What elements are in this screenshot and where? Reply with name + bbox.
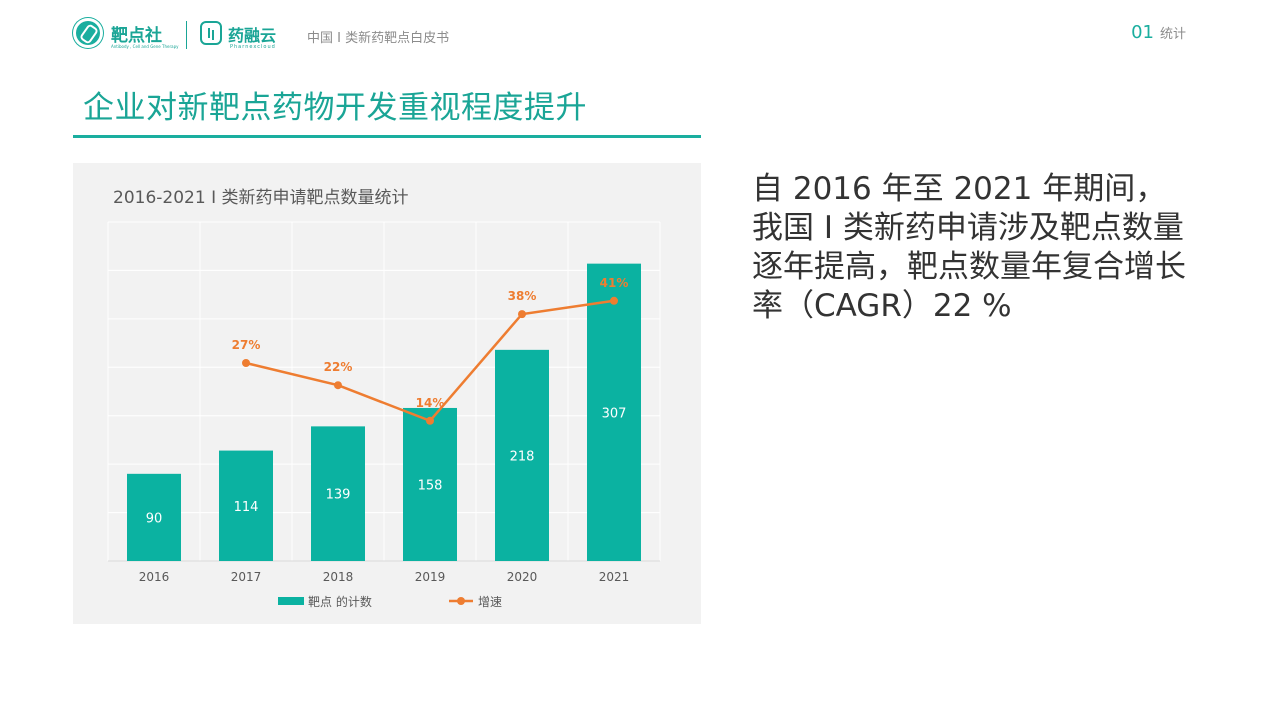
x-tick-label: 2016 [139,570,170,584]
growth-point-2021 [610,296,618,305]
growth-point-2018 [334,381,342,390]
bar-value-label: 139 [326,488,351,503]
x-axis-ticks: 2016 2017 2018 2019 2020 2021 [139,570,630,584]
bar-2018 [311,426,365,561]
chart-grid [107,221,661,562]
cloud-logo-icon [200,21,222,45]
logo2-name: 药融云 [228,26,277,45]
bar-value-label: 218 [510,449,535,464]
chart-title: 2016-2021 I 类新药申请靶点数量统计 [113,188,408,208]
section-indicator: 01 统计 [1131,22,1186,43]
logo1-tagline: Antibody , Cell and Gene Therapy [111,44,179,49]
summary-text: 自 2016 年至 2021 年期间，我国 I 类新药申请涉及靶点数量逐年提高，… [752,171,1186,324]
section-number: 01 [1131,22,1154,43]
logo1-name: 靶点社 [111,26,162,46]
growth-point-2017 [242,359,250,367]
growth-point-2020 [518,310,526,319]
x-tick-label: 2019 [415,570,446,584]
growth-point-2019 [426,416,434,425]
chart-legend: 靶点 的计数 增速 [278,594,502,609]
x-tick-label: 2021 [599,570,630,584]
x-tick-label: 2018 [323,570,354,584]
x-tick-label: 2020 [507,570,538,584]
growth-label: 22% [324,360,353,374]
growth-line-series: 27% 22% 14% 38% 41% [232,276,629,425]
page-title: 企业对新靶点药物开发重视程度提升 [83,90,587,126]
bar-2017 [219,450,273,561]
bar-2019 [403,407,457,561]
bar-value-label: 90 [146,511,163,526]
legend-line-marker [457,597,465,605]
legend-bar-label: 靶点 的计数 [308,594,372,609]
header-subtitle: 中国 I 类新药靶点白皮书 [307,31,450,46]
logo-divider [186,21,187,49]
growth-label: 14% [416,396,445,410]
bar-value-label: 114 [234,500,259,515]
title-underline [73,135,701,138]
growth-label: 41% [600,276,629,290]
baidianshe-logo[interactable]: 靶点社 Antibody , Cell and Gene Therapy [73,18,181,54]
dna-logo-icon [73,18,103,48]
section-label: 统计 [1159,27,1186,42]
growth-label: 27% [232,338,261,352]
legend-bar-swatch [278,597,304,605]
chart-panel: 2016-2021 I 类新药申请靶点数量统计 90 114 139 158 218 30… [73,163,701,624]
bar-value-label: 158 [418,478,443,493]
bar-value-label: 307 [602,406,627,421]
legend-line-label: 增速 [478,595,502,609]
bar-2021 [587,263,641,561]
bar-series: 90 114 139 158 218 307 [127,263,641,561]
bar-2020 [495,349,549,561]
yaorongyun-logo[interactable]: 药融云 Pharnexcloud [200,18,292,54]
x-tick-label: 2017 [231,570,262,584]
growth-label: 38% [508,289,537,303]
logo2-tagline: Pharnexcloud [230,44,276,50]
header: 靶点社 Antibody , Cell and Gene Therapy 药融云… [0,0,1280,70]
chart-svg: 2016-2021 I 类新药申请靶点数量统计 90 114 139 158 218 30… [107,188,661,609]
bar-2016 [127,473,181,561]
